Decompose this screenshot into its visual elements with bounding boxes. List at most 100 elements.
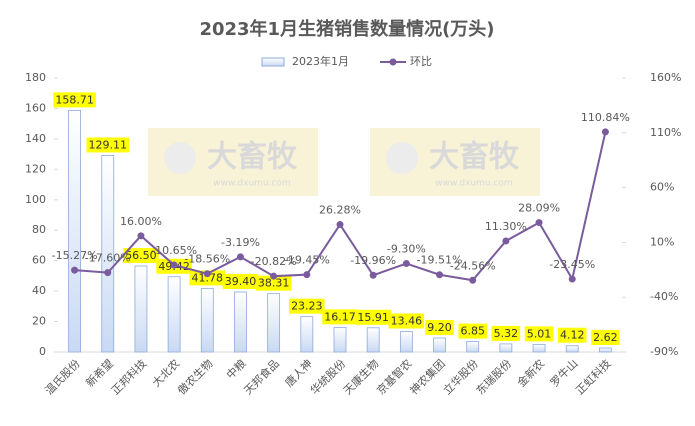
x-tick-label: 正虹科技 [573, 356, 614, 397]
line-value-label: -17.60% [85, 252, 131, 265]
x-tick-label: 大北农 [149, 356, 182, 389]
y-tick-label: 40 [32, 284, 46, 297]
line-point [402, 260, 410, 268]
line-value-label: -19.51% [417, 254, 463, 267]
bar-label-bg [53, 92, 96, 108]
bar-label-bg [322, 309, 358, 325]
bar [399, 331, 413, 353]
x-tick-label: 中粮 [223, 356, 248, 381]
x-tick-label: 京基智农 [374, 356, 415, 397]
line-point [601, 128, 609, 136]
line-point [203, 270, 211, 278]
bar [200, 288, 214, 353]
line-point [170, 261, 178, 269]
bar-label-bg [355, 309, 391, 325]
line-point [568, 275, 576, 283]
watermark-url: www.dxumu.com [213, 179, 290, 189]
line-value-label: -23.45% [549, 258, 595, 271]
bar [267, 293, 281, 353]
line-value-label: -3.19% [221, 236, 260, 249]
line-value-label: 16.00% [120, 215, 162, 228]
x-tick-label: 神农集团 [407, 356, 448, 397]
y2-tick-label: 60% [650, 181, 674, 194]
watermark-text: 大畜牧 [207, 140, 298, 175]
line-point [270, 272, 278, 280]
bar-label-bg [123, 247, 159, 263]
bar-value-label: 41.78 [192, 271, 224, 284]
line-value-label: -19.45% [284, 254, 330, 267]
chart-title: 2023年1月生猪销售数量情况(万头) [199, 18, 494, 40]
x-tick-label: 正邦科技 [108, 356, 149, 397]
legend-swatch [389, 58, 397, 66]
x-tick-label: 天康生物 [340, 356, 381, 397]
x-tick-label: 天邦食品 [241, 356, 282, 397]
bar-value-label: 15.91 [357, 311, 389, 324]
y2-tick-label: 10% [650, 235, 674, 248]
bar-value-label: 2.62 [593, 331, 618, 344]
y-tick-label: 100 [25, 193, 46, 206]
x-tick-label: 罗牛山 [547, 356, 580, 389]
line-point [137, 232, 145, 240]
bar-value-label: 4.12 [560, 329, 585, 342]
bar [167, 276, 181, 353]
bar [101, 155, 115, 353]
line-point [436, 271, 444, 279]
x-tick-label: 金新农 [514, 356, 547, 389]
bar [565, 345, 579, 353]
bar-value-label: 16.17 [324, 310, 356, 323]
watermark-url: www.dxumu.com [435, 179, 512, 189]
line-point [71, 266, 79, 274]
bar-label-bg [222, 274, 259, 290]
bar [433, 337, 446, 353]
y-tick-label: 180 [25, 71, 46, 84]
bar-value-label: 6.85 [460, 325, 485, 338]
bar [366, 327, 380, 353]
bar [134, 265, 148, 353]
y-tick-label: 120 [25, 162, 46, 175]
line-value-label: -19.96% [350, 254, 396, 267]
x-tick-label: 东瑞股份 [473, 356, 514, 397]
y2-tick-label: -90% [650, 345, 678, 358]
x-tick-label: 新希望 [83, 356, 116, 389]
y-tick-label: 20 [32, 315, 46, 328]
line-value-label: 26.28% [319, 204, 361, 217]
y-tick-label: 0 [39, 345, 46, 358]
legend-label: 环比 [410, 55, 432, 68]
x-tick-label: 傲农生物 [175, 356, 216, 397]
bar-value-label: 158.71 [55, 93, 94, 106]
bar [333, 326, 347, 353]
bar [466, 341, 480, 353]
y-tick-label: 140 [25, 132, 46, 145]
y2-tick-label: 160% [650, 71, 681, 84]
bar-value-label: 38.31 [258, 277, 290, 290]
bar-label-bg [557, 327, 587, 343]
line-point [535, 219, 543, 227]
line-value-label: 28.09% [518, 202, 560, 215]
watermark-logo [164, 142, 196, 174]
line-value-label: -20.82% [251, 255, 297, 268]
watermark: 大畜牧 www.dxumu.com 大畜牧 www.dxumu.com [148, 128, 540, 196]
bar [599, 347, 612, 353]
y2-tick-label: 110% [650, 126, 681, 139]
bar [68, 110, 81, 353]
bar-value-label: 23.23 [291, 300, 323, 313]
y2-tick-label: -40% [650, 290, 678, 303]
line-value-label: -24.56% [450, 259, 496, 272]
line-value-label: -18.56% [184, 253, 230, 266]
bar-label-bg [388, 313, 425, 329]
bar-label-bg [425, 319, 454, 335]
x-tick-label: 华统股份 [307, 356, 348, 397]
y-tick-label: 60 [32, 254, 46, 267]
line-value-label: 11.30% [485, 220, 527, 233]
bar-label-bg [189, 270, 226, 286]
bar-value-label: 5.01 [527, 327, 552, 340]
watermark-text: 大畜牧 [429, 140, 520, 175]
line-point [236, 253, 244, 261]
x-tick-label: 唐人神 [282, 356, 315, 389]
line-point [502, 237, 510, 245]
y-tick-label: 160 [25, 101, 46, 114]
line-point [369, 271, 377, 279]
bar-label-bg [491, 325, 521, 341]
line-value-label: 110.84% [581, 111, 630, 124]
